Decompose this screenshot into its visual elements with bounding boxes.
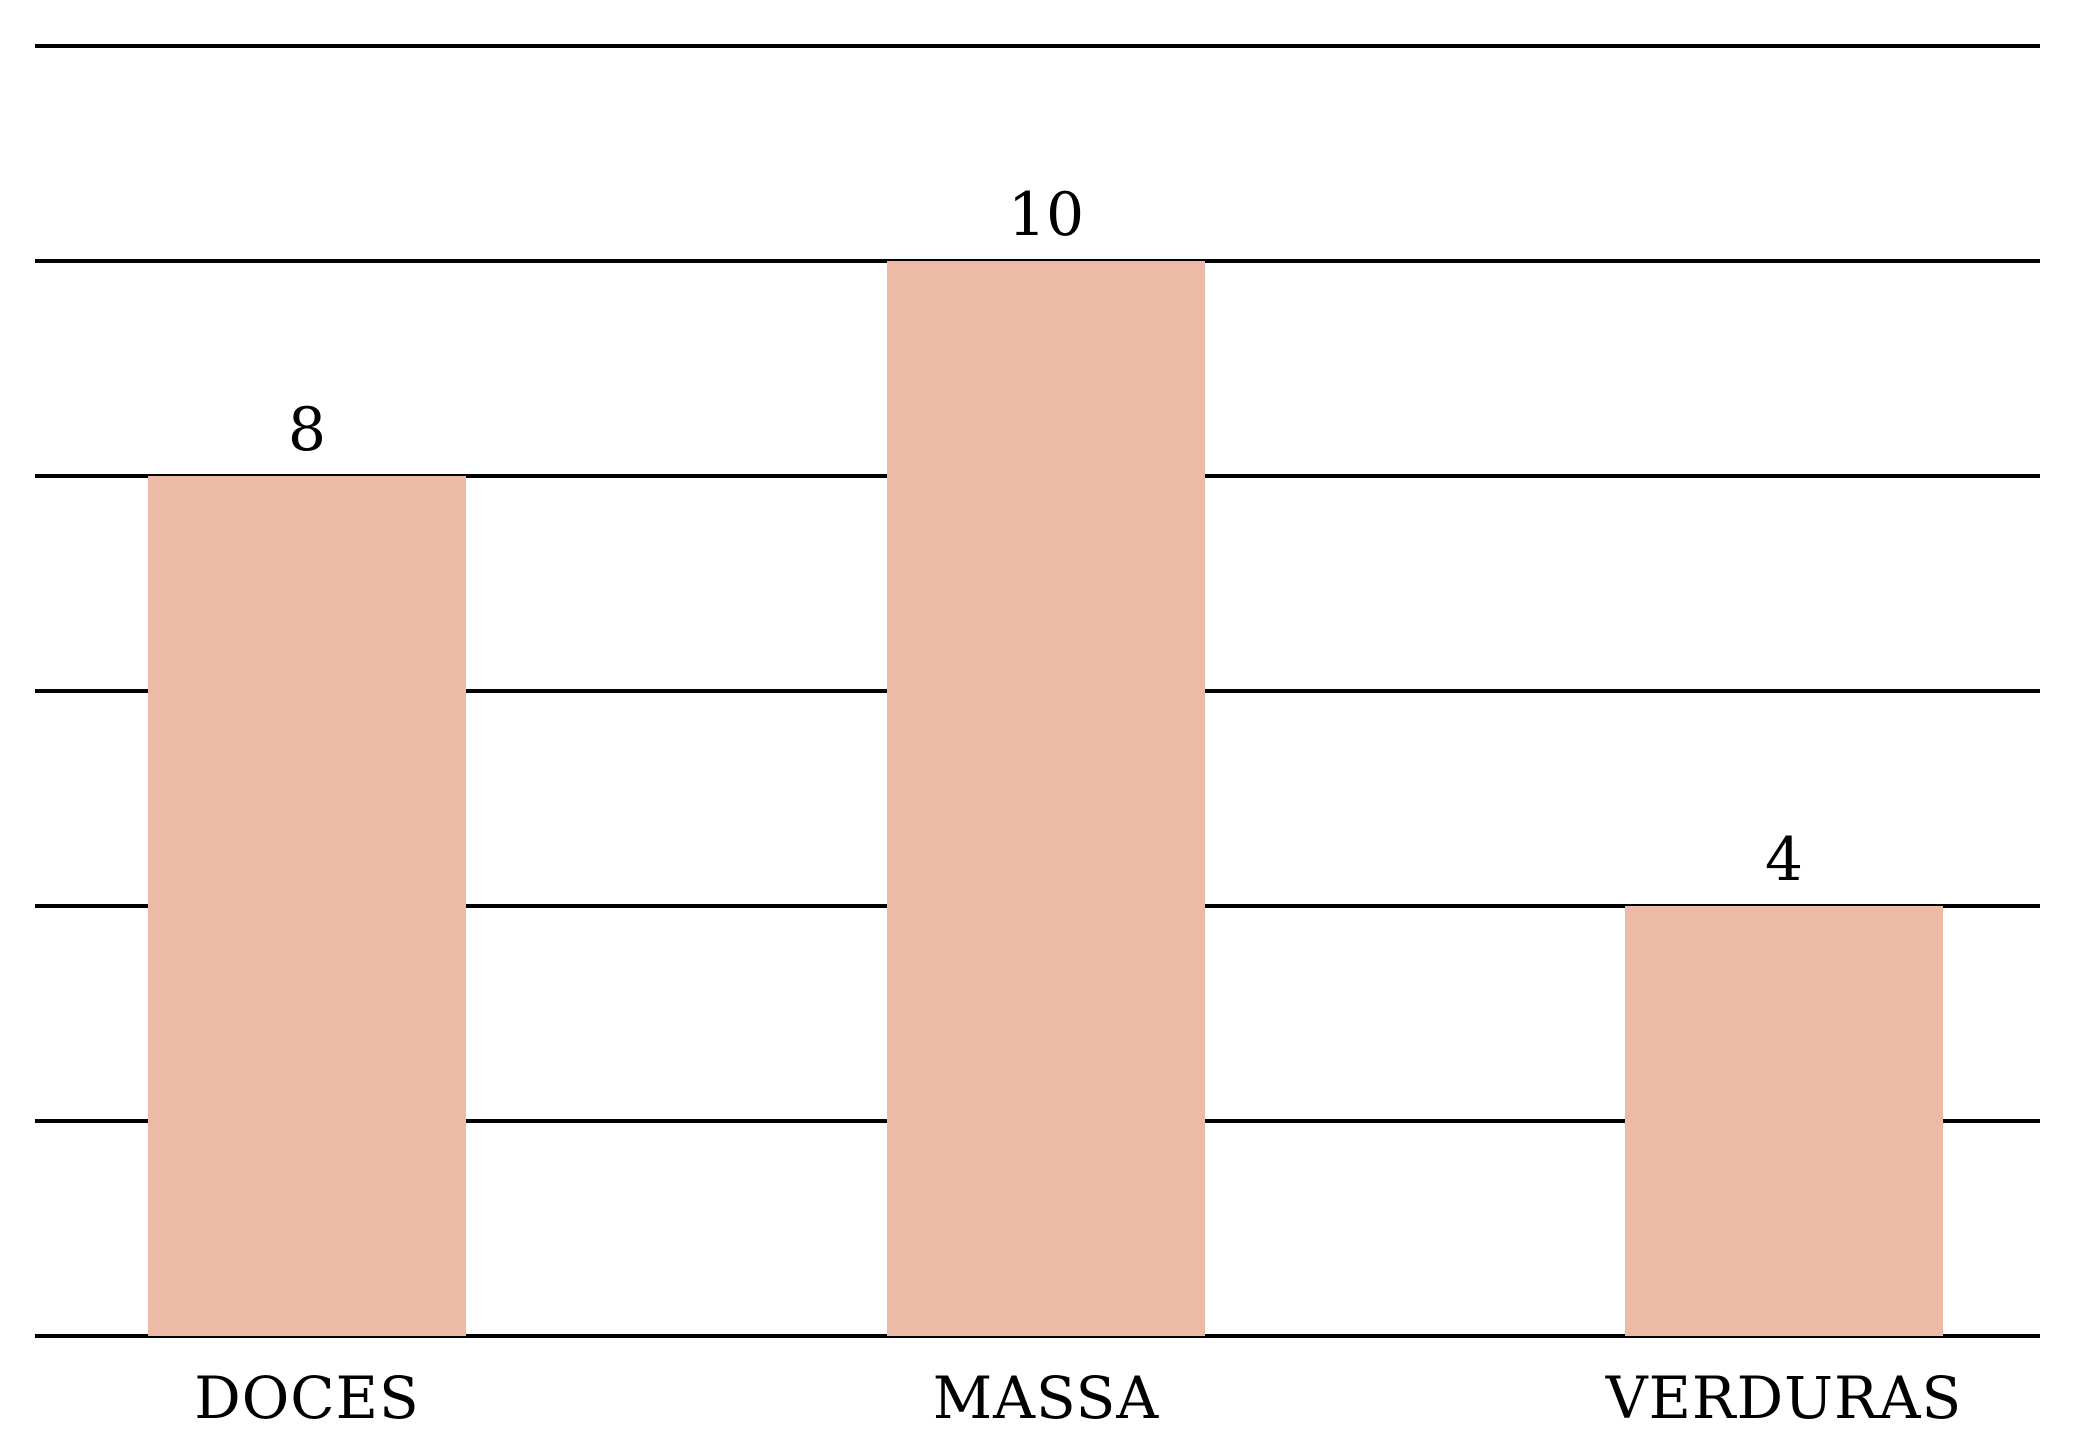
bar-doces	[148, 476, 466, 1336]
category-label-verduras: VERDURAS	[1605, 1364, 1963, 1432]
data-label-massa: 10	[1008, 180, 1084, 250]
data-labels: 8 10 4	[288, 180, 1803, 895]
bar-massa	[887, 261, 1205, 1336]
data-label-doces: 8	[288, 395, 326, 465]
bar-verduras	[1625, 906, 1943, 1336]
category-labels: DOCES MASSA VERDURAS	[194, 1364, 1963, 1432]
data-label-verduras: 4	[1765, 825, 1803, 895]
category-label-doces: DOCES	[194, 1364, 420, 1432]
bars	[148, 261, 1943, 1336]
category-label-massa: MASSA	[933, 1364, 1160, 1432]
